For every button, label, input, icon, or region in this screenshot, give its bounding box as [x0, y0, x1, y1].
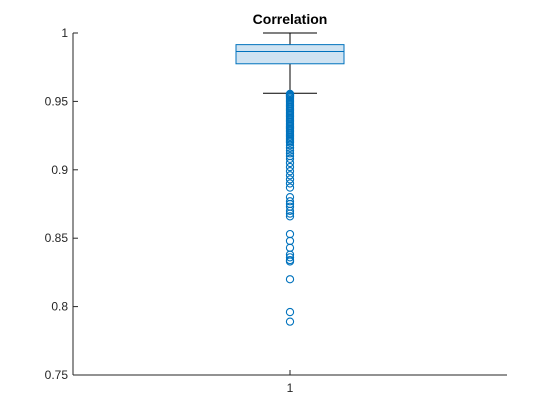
outlier-point: [285, 209, 295, 218]
x-tick-label: 1: [287, 381, 294, 395]
outlier-point: [285, 143, 295, 153]
outlier-point: [285, 175, 295, 184]
outlier-point: [285, 257, 295, 266]
chart-title: Correlation: [253, 11, 328, 27]
outlier-point: [285, 197, 295, 206]
outlier-point: [285, 138, 295, 147]
outlier-point: [285, 317, 295, 326]
y-tick-label: 0.75: [45, 368, 69, 382]
outlier-point: [285, 146, 295, 155]
outlier-point: [285, 171, 295, 180]
outlier-point: [285, 158, 295, 168]
outlier-point: [285, 179, 295, 188]
axes: 0.75 0.8 0.85 0.9 0.95 1 1: [45, 26, 507, 395]
y-tick-label: 0.9: [51, 163, 68, 177]
outlier-point: [285, 149, 295, 158]
y-tick-label: 1: [61, 26, 68, 40]
outlier-point: [285, 162, 295, 172]
outlier-point: [285, 206, 295, 215]
y-tick-label: 0.85: [45, 231, 69, 245]
outlier-point: [285, 167, 295, 176]
outliers: [285, 89, 295, 326]
outlier-point: [285, 212, 295, 221]
outlier-point: [285, 154, 295, 164]
outlier-point: [285, 141, 295, 150]
outlier-point: [285, 183, 295, 192]
outlier-point: [285, 307, 295, 317]
y-tick-label: 0.95: [45, 94, 69, 108]
box-iqr: [235, 44, 345, 65]
outlier-point: [285, 275, 295, 284]
y-tick-label: 0.8: [51, 300, 68, 314]
outlier-point: [285, 253, 295, 262]
